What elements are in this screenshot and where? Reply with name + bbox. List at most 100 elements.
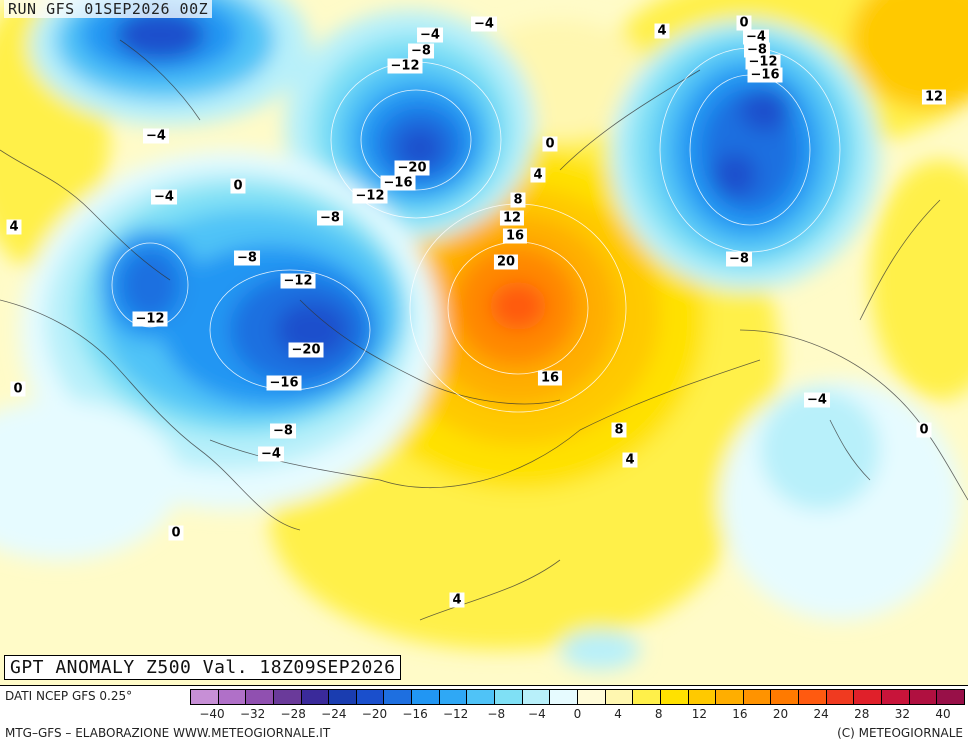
- contour-label: −4: [258, 446, 284, 462]
- colorbar-cell: [605, 690, 634, 704]
- colorbar-cell: [826, 690, 855, 704]
- contour-label: 16: [537, 370, 563, 386]
- colorbar-tick-label: 4: [614, 707, 622, 721]
- colorbar-cell: [522, 690, 551, 704]
- contour-label: −12: [387, 58, 423, 74]
- contour-label: −12: [280, 273, 316, 289]
- contour-label: −4: [143, 128, 169, 144]
- colorbar-cell: [550, 690, 578, 704]
- contour-label: 12: [499, 210, 525, 226]
- colorbar-tick-label: 28: [854, 707, 870, 721]
- colorbar-tick-label: −12: [442, 707, 469, 721]
- colorbar-tick-label: 20: [772, 707, 789, 721]
- contour-label: −16: [380, 175, 416, 191]
- coastlines: [0, 39, 968, 621]
- colorbar-ticks: −40 −32 −28 −24 −20 −16 −12 −8 −4 0 4 8 12 16 20 24 28 32…: [190, 707, 965, 723]
- contour-label: −4: [743, 29, 769, 45]
- contour-label: −8: [317, 210, 343, 226]
- contour-label: 20: [493, 254, 519, 270]
- colorbar-cell: [660, 690, 689, 704]
- run-label: RUN GFS 01SEP2026 00Z: [4, 0, 213, 18]
- colorbar: [190, 689, 965, 705]
- contour-label: 4: [654, 23, 670, 39]
- contour-label: 0: [230, 178, 246, 194]
- colorbar-tick-label: −24: [321, 707, 347, 721]
- contour-label: 0: [168, 525, 184, 541]
- colorbar-cell: [882, 690, 910, 704]
- colorbar-cell: [495, 690, 523, 704]
- contour-label: 4: [449, 592, 465, 608]
- contour-label: 0: [736, 15, 752, 31]
- colorbar-tick-label: −20: [361, 707, 388, 721]
- colorbar-cell: [633, 690, 661, 704]
- contour-label: 0: [916, 422, 932, 438]
- anomaly-field: [0, 0, 968, 685]
- anomaly-shading: [0, 0, 968, 670]
- data-source-label: DATI NCEP GFS 0.25°: [5, 689, 133, 703]
- contour-label: −8: [726, 251, 752, 267]
- colorbar-cell: [439, 690, 468, 704]
- contour-label: −8: [234, 250, 260, 266]
- contour-label: −8: [744, 42, 770, 58]
- contour-label: 4: [6, 219, 22, 235]
- contour-label: −20: [394, 160, 430, 176]
- colorbar-cell: [273, 690, 302, 704]
- colorbar-cell: [771, 690, 800, 704]
- contour-label: −12: [132, 311, 168, 327]
- colorbar-cell: [716, 690, 744, 704]
- credit-label: MTG–GFS – ELABORAZIONE WWW.METEOGIORNALE…: [5, 726, 331, 740]
- contour-label: 4: [622, 452, 638, 468]
- colorbar-tick-label: 12: [691, 707, 707, 721]
- contour-label: −20: [288, 342, 324, 358]
- colorbar-cell: [743, 690, 772, 704]
- colorbar-tick-label: 0: [573, 707, 582, 721]
- contour-label: −4: [417, 27, 443, 43]
- contour-label: 8: [510, 192, 526, 208]
- colorbar-tick-label: −16: [402, 707, 428, 721]
- colorbar-tick-label: −32: [239, 707, 266, 721]
- colorbar-cell: [412, 690, 440, 704]
- colorbar-tick-label: 40: [935, 707, 951, 721]
- colorbar-cell: [577, 690, 606, 704]
- contour-label: −8: [408, 43, 434, 59]
- contour-label: 0: [10, 381, 26, 397]
- contour-label: −8: [270, 423, 296, 439]
- colorbar-cell: [467, 690, 496, 704]
- contour-label: 0: [542, 136, 558, 152]
- colorbar-cell: [854, 690, 883, 704]
- colorbar-cell: [246, 690, 274, 704]
- contour-label: −4: [471, 16, 497, 32]
- anomaly-map: −4 −4 −8 −12 4 0 −4 −8 −12 −16 12 −4 0 −20 −16 4 0 −4 −12 8…: [0, 0, 968, 686]
- contour-label: 4: [530, 167, 546, 183]
- colorbar-cell: [218, 690, 247, 704]
- colorbar-tick-label: 16: [732, 707, 748, 721]
- contour-label: 8: [611, 422, 627, 438]
- colorbar-cell: [301, 690, 330, 704]
- contour-label: −16: [266, 375, 302, 391]
- colorbar-tick-label: −4: [528, 707, 546, 721]
- contour-label: 16: [502, 228, 528, 244]
- colorbar-tick-label: −40: [199, 707, 225, 721]
- colorbar-tick-label: −28: [280, 707, 306, 721]
- colorbar-cell: [799, 690, 827, 704]
- colorbar-cell: [191, 690, 219, 704]
- colorbar-cell: [909, 690, 938, 704]
- colorbar-cell: [937, 690, 964, 704]
- colorbar-cell: [384, 690, 413, 704]
- contour-label: −16: [747, 67, 783, 83]
- colorbar-tick-label: 32: [894, 707, 911, 721]
- contour-label: −12: [352, 188, 388, 204]
- colorbar-cell: [688, 690, 717, 704]
- colorbar-tick-label: 8: [654, 707, 663, 721]
- legend-panel: DATI NCEP GFS 0.25° −40 −32 −28 −24 −20 −16 −1…: [0, 686, 968, 745]
- copyright-label: (C) METEOGIORNALE: [837, 726, 963, 740]
- map-title: GPT ANOMALY Z500 Val. 18Z09SEP2026: [4, 655, 402, 680]
- contour-label: −12: [745, 54, 781, 70]
- colorbar-cell: [356, 690, 385, 704]
- contour-label: −4: [151, 189, 177, 205]
- colorbar-cell: [329, 690, 357, 704]
- contour-label: −4: [804, 392, 830, 408]
- contour-label: 12: [921, 89, 947, 105]
- colorbar-tick-label: −8: [487, 707, 506, 721]
- colorbar-tick-label: 24: [813, 707, 829, 721]
